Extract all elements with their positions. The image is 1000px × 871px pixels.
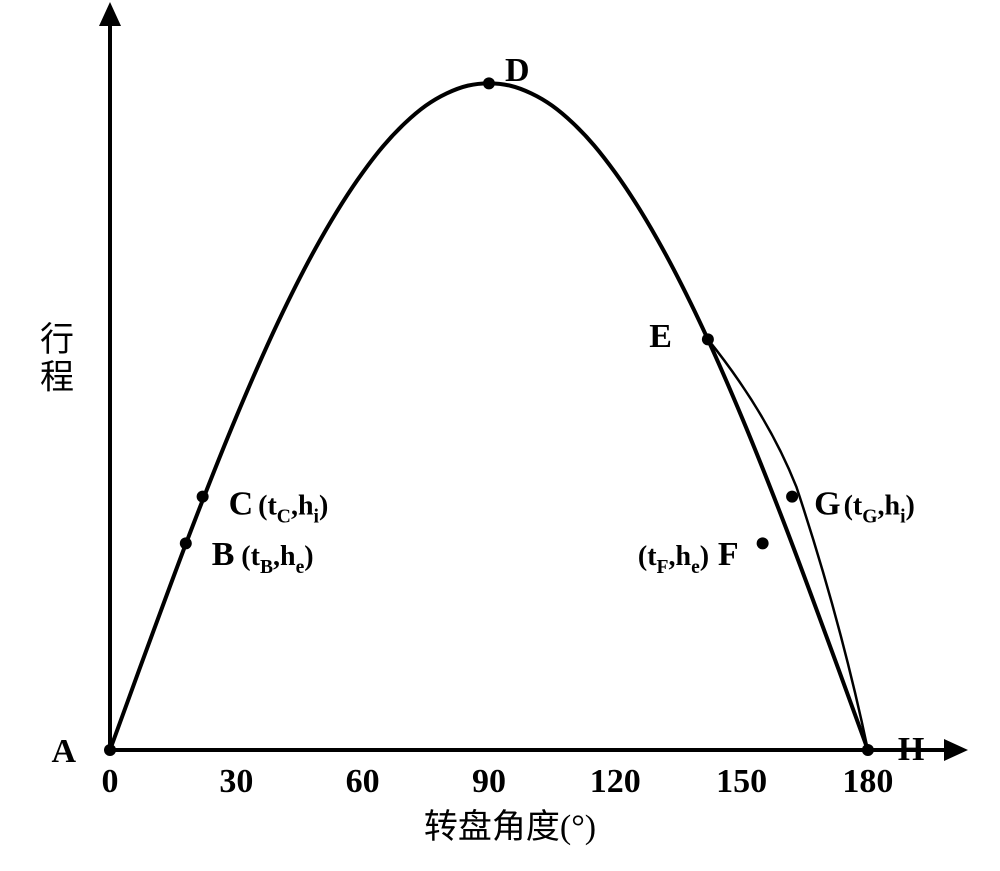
x-tick-label: 150 [716, 763, 767, 800]
point-a [104, 744, 116, 756]
point-e [702, 333, 714, 345]
point-c [197, 491, 209, 503]
point-h [862, 744, 874, 756]
x-axis-label: 转盘角度(°) [424, 808, 596, 846]
point-label-a: A [51, 733, 76, 770]
x-tick-label: 120 [590, 763, 641, 800]
point-g [786, 491, 798, 503]
y-axis-label: 行程 [40, 321, 74, 396]
point-d [483, 77, 495, 89]
x-tick-label: 60 [346, 763, 380, 800]
point-b [180, 537, 192, 549]
point-label-h: H [898, 731, 924, 768]
point-label-f: F [718, 536, 739, 573]
point-label-b: B [212, 536, 235, 573]
x-tick-label: 0 [102, 763, 119, 800]
stroke-vs-angle-chart: 0306090120150180转盘角度(°)行程AB(tB,he)C(tC,h… [0, 0, 1000, 871]
point-label-e: E [649, 318, 672, 355]
x-tick-label: 30 [219, 763, 253, 800]
point-label-g: G [814, 486, 840, 523]
point-label-d: D [505, 52, 530, 89]
x-tick-label: 180 [842, 763, 893, 800]
point-f [757, 537, 769, 549]
x-tick-label: 90 [472, 763, 506, 800]
point-label-c: C [229, 486, 254, 523]
